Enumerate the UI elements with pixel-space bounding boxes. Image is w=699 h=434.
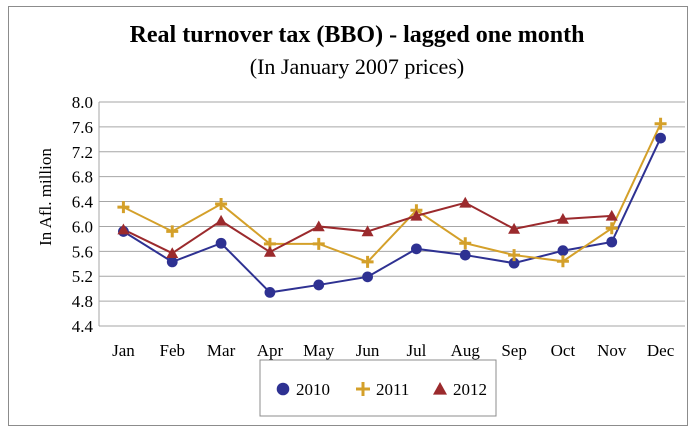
data-point [556, 212, 569, 224]
data-point [362, 271, 373, 283]
legend-label: 2012 [453, 380, 487, 399]
x-tick-labels: Jan Feb Mar Apr May Jun Jul Aug Sep Oct Nov Dec [112, 341, 675, 360]
data-point [312, 220, 325, 232]
data-point [605, 222, 618, 235]
gridlines [98, 101, 685, 327]
data-point [606, 236, 618, 248]
chart-frame [8, 6, 688, 426]
y-axis-label: In Afl. million [36, 148, 55, 246]
data-point [557, 245, 569, 257]
series-line-2011 [122, 123, 662, 264]
x-tick-label: Aug [451, 341, 481, 360]
data-point [276, 382, 290, 396]
y-tick-label: 5.6 [72, 242, 93, 261]
data-point [459, 249, 471, 261]
data-point [508, 257, 520, 269]
series-line-2010 [122, 137, 662, 294]
y-tick-label: 4.4 [72, 317, 94, 336]
data-point [356, 382, 370, 396]
data-point [556, 255, 569, 268]
y-tick-label: 4.8 [72, 292, 93, 311]
data-point [361, 225, 374, 237]
legend-label: 2010 [296, 380, 330, 399]
data-point [313, 279, 325, 291]
y-tick-label: 6.8 [72, 168, 93, 187]
data-point [117, 201, 130, 214]
x-tick-label: Nov [597, 341, 627, 360]
y-tick-labels: 8.0 7.6 7.2 6.8 6.4 6.0 5.6 5.2 4.8 4.4 [72, 93, 94, 336]
x-tick-label: Apr [257, 341, 284, 360]
x-tick-label: Sep [501, 341, 527, 360]
y-tick-label: 7.6 [72, 118, 93, 137]
data-point [263, 245, 276, 257]
y-tick-label: 6.4 [72, 193, 94, 212]
data-point [215, 214, 228, 226]
x-tick-label: Oct [551, 341, 576, 360]
data-point [215, 237, 227, 249]
legend-label: 2011 [376, 380, 409, 399]
data-point [433, 382, 447, 395]
chart-subtitle: (In January 2007 prices) [250, 54, 464, 79]
data-point [508, 249, 521, 262]
x-tick-label: Jun [356, 341, 380, 360]
y-tick-label: 7.2 [72, 143, 93, 162]
data-point [411, 243, 422, 255]
data-point [166, 256, 178, 268]
series-markers [117, 117, 667, 298]
data-point [410, 209, 423, 221]
data-point [215, 198, 228, 211]
x-tick-label: Jan [112, 341, 135, 360]
chart-title: Real turnover tax (BBO) - lagged one mon… [130, 22, 585, 48]
y-tick-label: 8.0 [72, 93, 93, 112]
data-point [508, 222, 521, 234]
x-tick-label: Jul [406, 341, 426, 360]
x-tick-label: Mar [207, 341, 236, 360]
series-lines [122, 123, 662, 294]
data-point [361, 255, 374, 268]
y-tick-label: 6.0 [72, 217, 93, 236]
y-tick-label: 5.2 [72, 267, 93, 286]
data-point [166, 247, 179, 258]
x-tick-label: May [303, 341, 335, 360]
data-point [117, 223, 130, 235]
data-point [459, 196, 472, 208]
data-point [655, 132, 666, 144]
data-point [264, 287, 276, 298]
legend-box [259, 359, 497, 417]
data-point [312, 237, 325, 250]
data-point [166, 225, 179, 238]
data-point [459, 237, 472, 250]
x-tick-label: Dec [647, 341, 675, 360]
legend: 2010 2011 2012 [276, 380, 487, 399]
data-point [605, 209, 618, 221]
x-tick-label: Feb [160, 341, 186, 360]
data-point [654, 117, 667, 130]
